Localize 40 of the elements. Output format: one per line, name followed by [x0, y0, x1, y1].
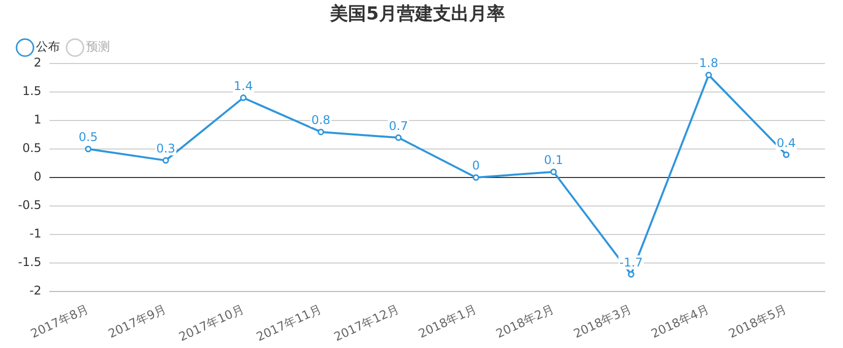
- data-label: -1.7: [619, 255, 643, 270]
- data-label: 1.8: [699, 56, 718, 70]
- point: [162, 157, 169, 164]
- point: [628, 271, 634, 278]
- x-tick-label: 2017年12月: [332, 302, 402, 344]
- point: [782, 151, 790, 158]
- data-label: 0.1: [544, 152, 564, 167]
- y-tick-label: 0: [34, 170, 42, 184]
- point: [240, 94, 247, 102]
- legend-label: 预测: [86, 40, 110, 54]
- data-label: 0.5: [78, 130, 98, 144]
- point: [472, 174, 480, 181]
- point: [550, 168, 557, 176]
- y-tick-label: 1.5: [22, 84, 42, 98]
- data-label: 0.3: [156, 142, 176, 156]
- point: [318, 128, 324, 136]
- data-label: 0.8: [311, 113, 330, 128]
- chart-title: 美国5月营建支出月率: [329, 3, 505, 24]
- legend-label: 公布: [36, 40, 60, 54]
- data-label: 1.4: [234, 78, 253, 93]
- x-tick-label: 2018年4月: [648, 302, 712, 341]
- x-tick-label: 2018年5月: [726, 302, 789, 341]
- y-tick-label: 1: [34, 112, 42, 127]
- x-tick-label: 2018年2月: [494, 302, 556, 341]
- point: [395, 134, 402, 141]
- data-label: 0: [472, 158, 480, 173]
- y-tick-label: -1.5: [18, 255, 42, 270]
- data-label: 0.4: [776, 136, 796, 150]
- x-tick-label: 2017年10月: [176, 302, 246, 344]
- y-tick-label: -2: [29, 284, 42, 298]
- point: [84, 146, 92, 152]
- point: [705, 72, 712, 78]
- y-tick-label: 2: [34, 56, 42, 70]
- x-tick-label: 2018年3月: [571, 302, 634, 341]
- y-tick-label: -1: [29, 226, 42, 241]
- x-tick-label: 2017年11月: [254, 302, 324, 344]
- y-tick-label: -0.5: [18, 198, 42, 212]
- x-tick-label: 2018年1月: [416, 302, 479, 341]
- y-tick-label: 0.5: [22, 141, 42, 156]
- data-label: 0.7: [388, 118, 408, 133]
